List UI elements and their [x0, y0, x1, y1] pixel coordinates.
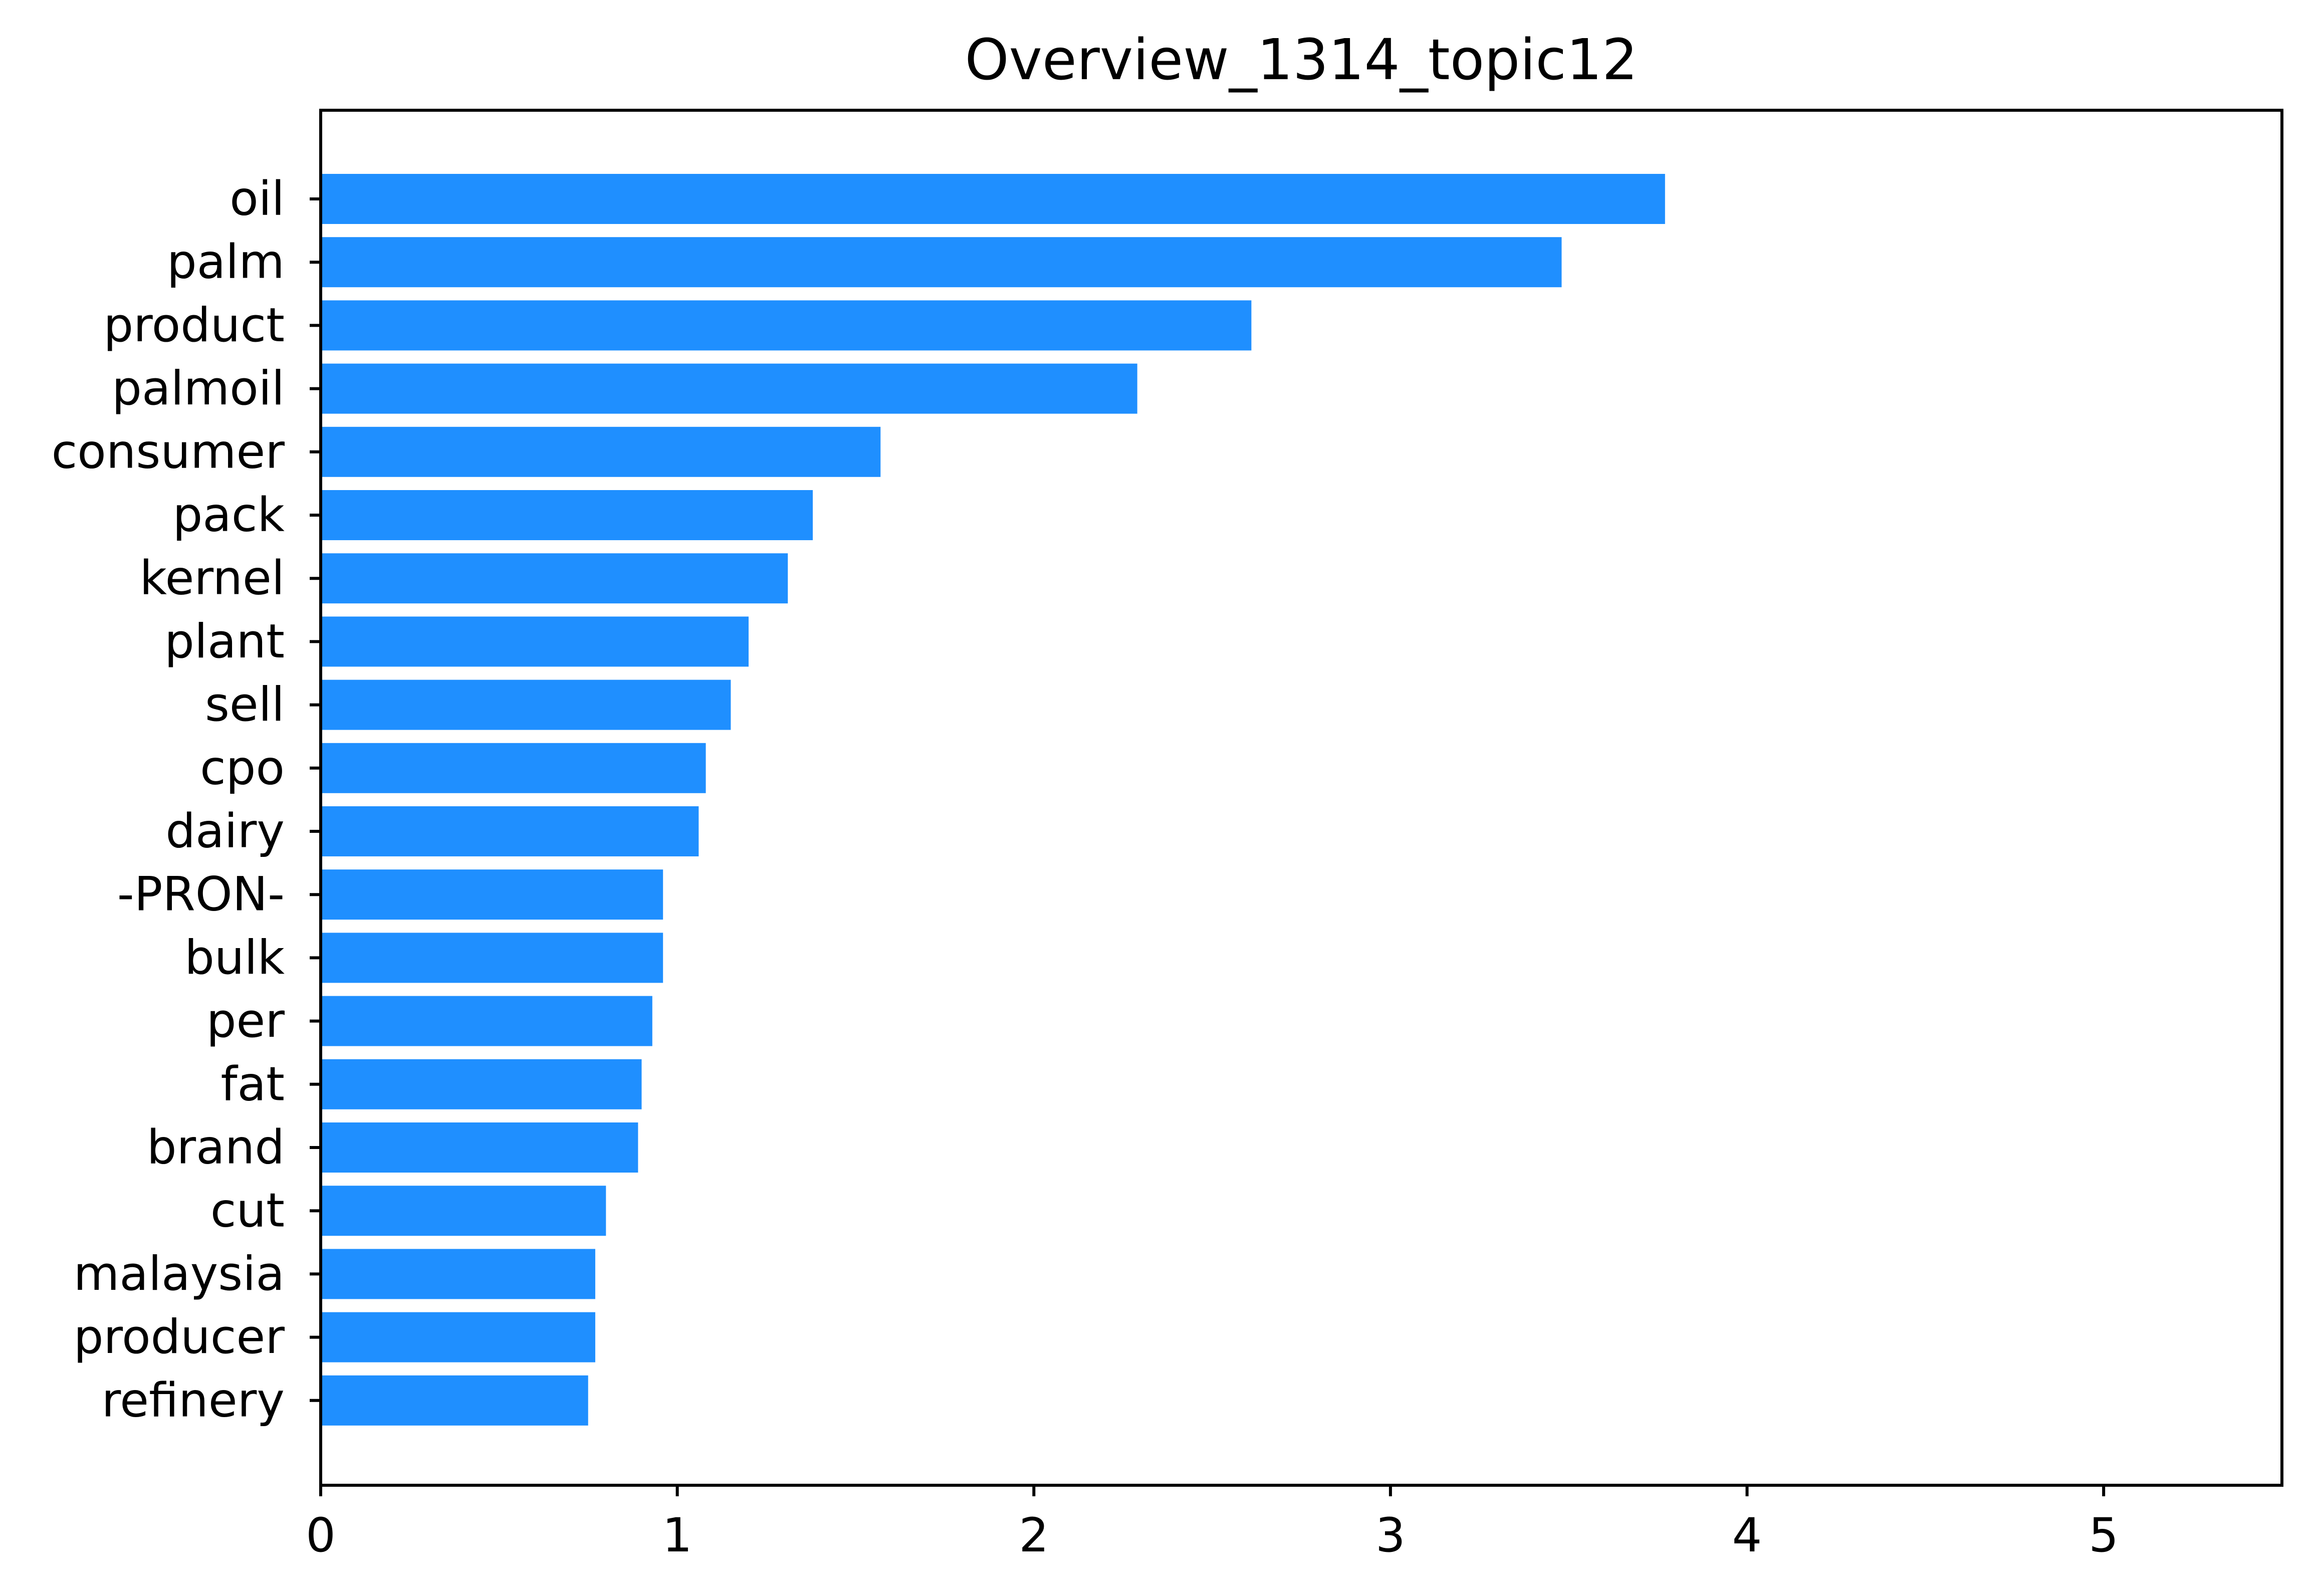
bar-pack	[321, 490, 813, 540]
bar-cpo	[321, 743, 706, 793]
bar-kernel	[321, 553, 788, 604]
y-tick-label: palm	[167, 235, 285, 290]
y-tick-label: pack	[173, 488, 285, 543]
x-tick-label: 1	[662, 1508, 692, 1563]
plot-frame	[319, 109, 2283, 1487]
y-tick-label: product	[103, 298, 285, 353]
y-tick-label: bulk	[184, 931, 285, 985]
x-tick-label: 0	[306, 1508, 336, 1563]
x-tick-label: 2	[1019, 1508, 1049, 1563]
x-tick-label: 3	[1375, 1508, 1406, 1563]
y-tick-label: refinery	[102, 1373, 285, 1428]
x-axis: 0 1 2 3 4 5	[306, 1485, 2119, 1563]
bar-fat	[321, 1059, 642, 1109]
y-tick-label: kernel	[140, 551, 285, 606]
y-tick-label: cpo	[200, 741, 285, 795]
bar-refinery	[321, 1375, 588, 1426]
bar-pron	[321, 869, 663, 920]
y-tick-label: sell	[205, 677, 285, 732]
y-tick-label: producer	[74, 1310, 285, 1364]
x-tick-label: 5	[2089, 1508, 2119, 1563]
bar-dairy	[321, 806, 699, 856]
bar-sell	[321, 679, 731, 730]
bar-product	[321, 300, 1252, 351]
y-tick-label: brand	[147, 1120, 285, 1175]
bar-malaysia	[321, 1249, 595, 1299]
bar-palm	[321, 237, 1562, 288]
bar-oil	[321, 174, 1665, 224]
y-tick-label: cut	[210, 1184, 285, 1238]
y-tick-label: fat	[220, 1057, 285, 1111]
bar-plant	[321, 616, 749, 667]
y-tick-label: plant	[164, 614, 285, 669]
y-tick-label: palmoil	[112, 361, 285, 416]
y-tick-label: -PRON-	[117, 867, 285, 922]
y-tick-label: consumer	[52, 424, 285, 479]
y-tick-label: oil	[229, 172, 285, 226]
bar-palmoil	[321, 363, 1137, 414]
chart-title: Overview_1314_topic12	[965, 28, 1638, 93]
bar-per	[321, 996, 652, 1046]
y-tick-label: malaysia	[74, 1247, 285, 1301]
y-tick-label: per	[206, 994, 285, 1048]
bar-bulk	[321, 933, 663, 983]
y-axis: oil palm product palmoil consumer pack kernel p…	[52, 172, 321, 1428]
y-tick-label: dairy	[165, 804, 285, 859]
bar-producer	[321, 1312, 595, 1362]
bar-consumer	[321, 426, 881, 477]
x-tick-label: 4	[1732, 1508, 1762, 1563]
bars-layer	[321, 174, 1665, 1426]
bar-cut	[321, 1186, 606, 1236]
bar-brand	[321, 1122, 638, 1173]
